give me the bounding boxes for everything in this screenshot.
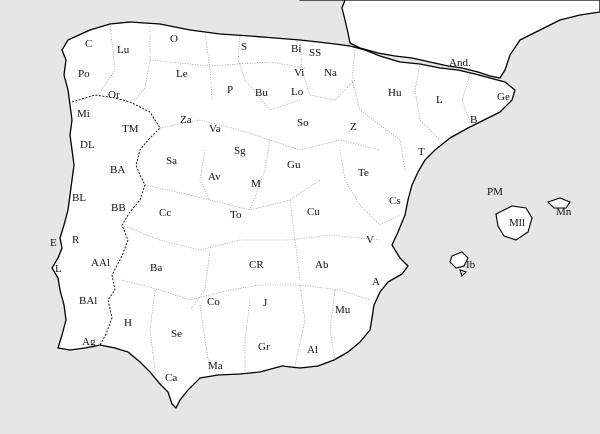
label-vi: Vi	[294, 67, 304, 79]
label-to: To	[230, 209, 242, 221]
menorca-island	[546, 197, 571, 209]
label-mi: Mi	[77, 108, 90, 120]
label-po: Po	[78, 68, 90, 80]
label-gu: Gu	[287, 159, 301, 171]
label-bl: BL	[72, 192, 86, 204]
portugal-spain-border	[71, 94, 161, 346]
label-gr: Gr	[258, 341, 270, 353]
label-cr: CR	[249, 259, 264, 271]
label-va: Va	[209, 123, 221, 135]
label-ca: Ca	[165, 372, 177, 384]
label-o: O	[170, 33, 178, 45]
province-borders	[97, 23, 471, 373]
mallorca-island	[495, 205, 533, 241]
label-tm: TM	[122, 123, 139, 135]
label-p: P	[227, 84, 233, 96]
label-av: Av	[208, 171, 221, 183]
label-bb: BB	[111, 202, 126, 214]
label-le: Le	[176, 68, 188, 80]
label-ma: Ma	[208, 360, 223, 372]
label-pm: PM	[487, 186, 503, 198]
label-m: M	[251, 178, 261, 190]
label-bu: Bu	[255, 87, 268, 99]
label-s: S	[241, 41, 247, 53]
iberian-peninsula	[51, 21, 516, 409]
ibiza-island	[449, 251, 469, 269]
label-ba: Ba	[150, 262, 162, 274]
label-ag: Ag	[82, 336, 96, 348]
label-mll: Mll	[509, 217, 525, 229]
label-sa: Sa	[166, 155, 177, 167]
label-ba: BA	[110, 164, 125, 176]
label-lo: Lo	[291, 86, 304, 98]
label-cs: Cs	[389, 195, 401, 207]
label-r: R	[72, 234, 80, 246]
label-al: Al	[307, 344, 318, 356]
label-co: Co	[207, 296, 220, 308]
label-aal: AAl	[91, 257, 110, 269]
label-and: And.	[449, 57, 471, 69]
label-ab: Ab	[315, 259, 329, 271]
france-landmass	[299, 0, 600, 79]
label-h: H	[124, 317, 132, 329]
label-c: C	[85, 38, 92, 50]
label-te: Te	[358, 167, 369, 179]
label-z: Z	[350, 121, 357, 133]
label-ge: Ge	[497, 91, 510, 103]
label-cu: Cu	[307, 206, 320, 218]
label-lu: Lu	[117, 44, 130, 56]
label-ss: SS	[309, 47, 321, 59]
label-j: J	[263, 297, 268, 309]
label-bi: Bi	[291, 43, 301, 55]
label-bal: BAl	[79, 295, 97, 307]
label-so: So	[297, 117, 309, 129]
label-a: A	[372, 276, 380, 288]
formentera-island	[459, 269, 468, 278]
label-e: E	[50, 237, 57, 249]
label-hu: Hu	[388, 87, 402, 99]
label-sg: Sg	[234, 145, 246, 157]
label-ib: Ib	[466, 259, 476, 271]
label-v: V	[366, 234, 374, 246]
label-b: B	[470, 114, 477, 126]
label-na: Na	[324, 67, 337, 79]
label-ls: L	[55, 263, 62, 275]
label-t: T	[418, 146, 425, 158]
label-or: Or	[108, 89, 120, 101]
label-se: Se	[171, 328, 182, 340]
label-mn: Mn	[556, 206, 572, 218]
label-za: Za	[180, 114, 192, 126]
label-cc: Cc	[159, 207, 171, 219]
label-l: L	[436, 94, 443, 106]
label-mu: Mu	[335, 304, 351, 316]
label-dl: DL	[80, 139, 95, 151]
